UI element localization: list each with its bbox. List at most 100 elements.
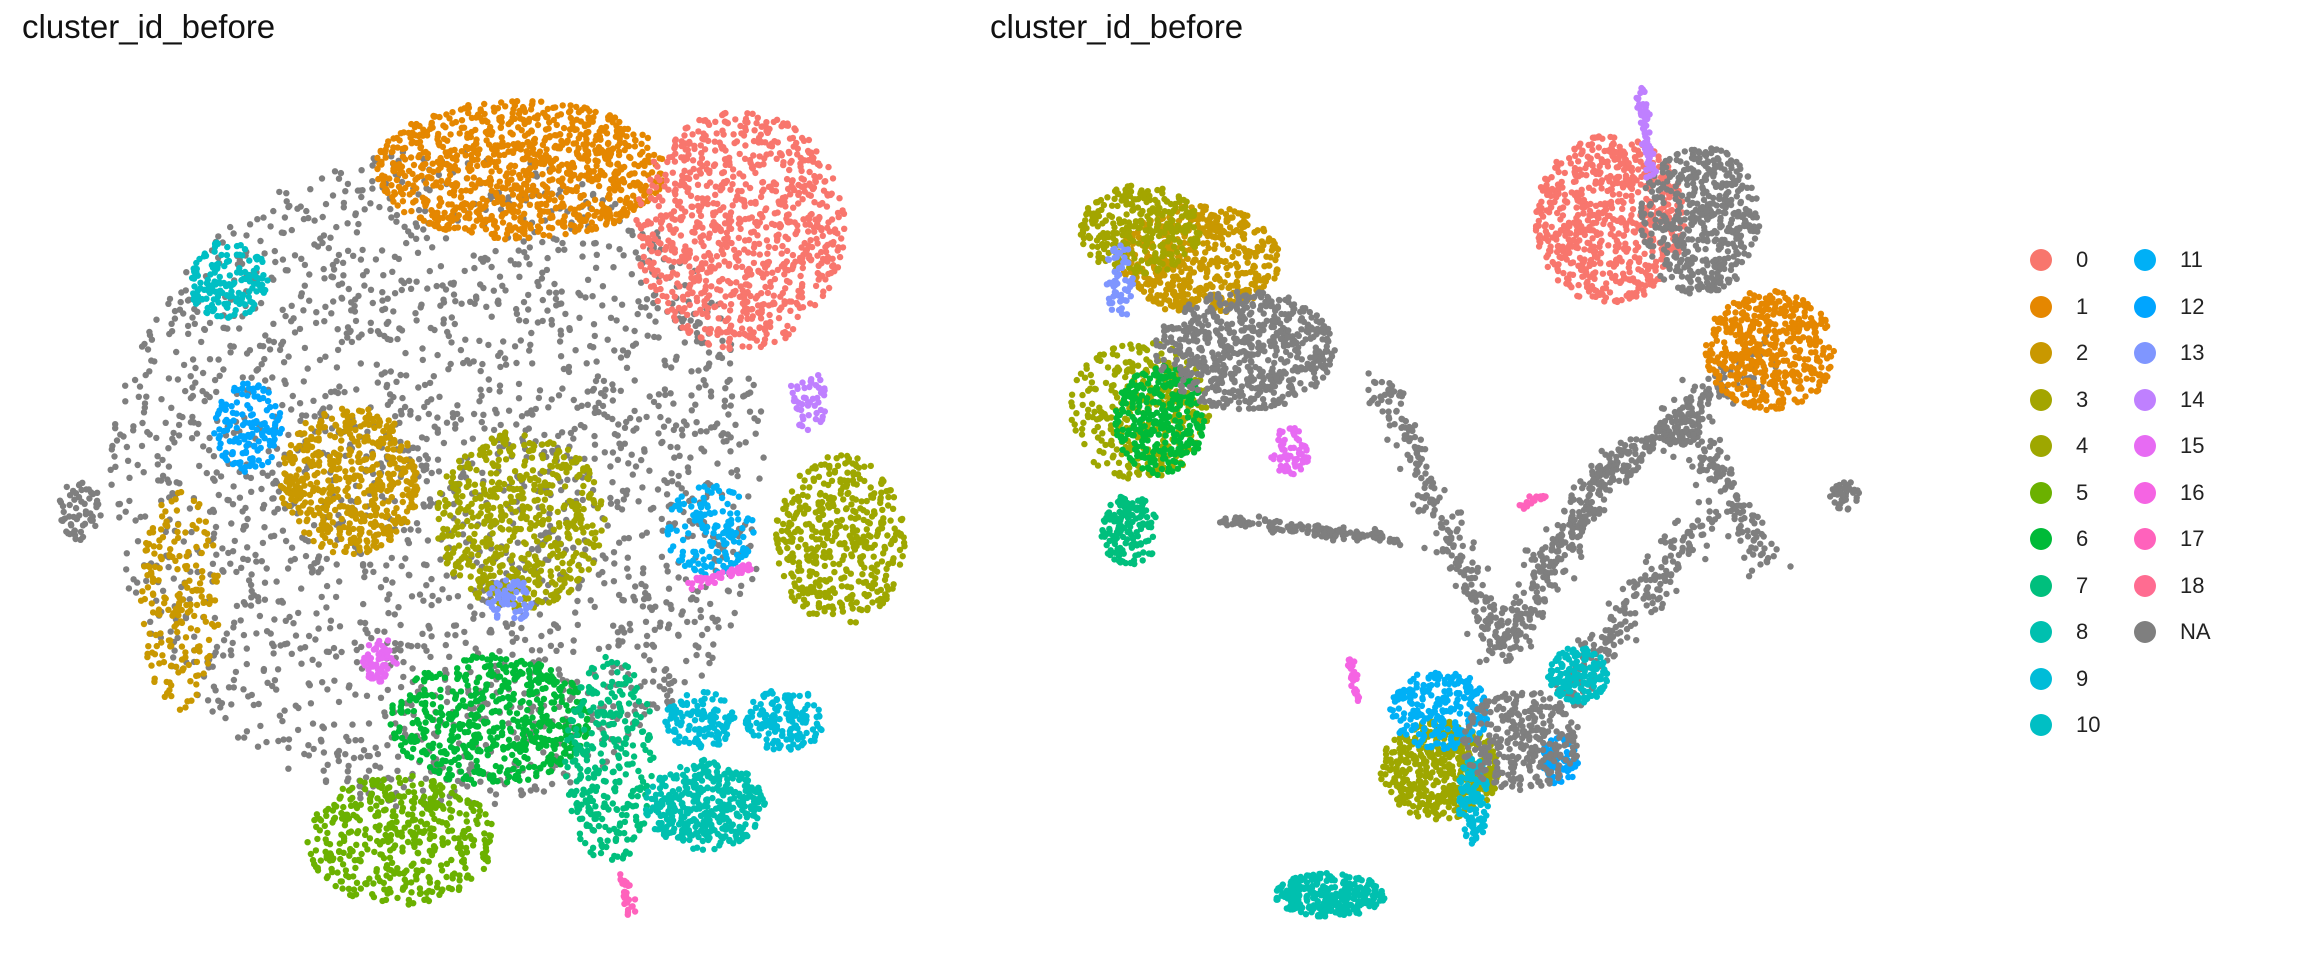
point-cluster-1: [569, 159, 576, 167]
point-cluster-na: [188, 528, 195, 536]
point-cluster-12: [247, 433, 254, 440]
point-cluster-10: [240, 291, 247, 299]
point-cluster-2: [297, 509, 304, 516]
point-cluster-12: [218, 402, 225, 410]
point-cluster-na: [486, 386, 493, 394]
point-cluster-0: [791, 186, 798, 194]
point-cluster-0: [774, 266, 781, 274]
point-cluster-1: [481, 161, 488, 169]
point-cluster-na: [548, 321, 556, 328]
point-cluster-na: [225, 549, 232, 557]
point-cluster-0: [713, 130, 720, 137]
point-cluster-na: [144, 346, 152, 353]
point-cluster-0: [782, 194, 789, 201]
point-cluster-na: [642, 304, 649, 311]
point-cluster-na: [377, 694, 385, 701]
point-cluster-na: [309, 656, 316, 663]
point-cluster-0: [779, 242, 786, 250]
point-cluster-na: [324, 686, 331, 693]
point-cluster-na: [424, 285, 431, 292]
point-cluster-0: [758, 309, 765, 316]
point-cluster-na: [413, 520, 421, 527]
point-cluster-na: [695, 644, 702, 651]
point-cluster-na: [609, 397, 616, 404]
point-cluster-0: [699, 224, 706, 231]
point-cluster-1: [396, 137, 403, 144]
point-cluster-1: [592, 136, 599, 144]
point-cluster-1: [581, 104, 588, 111]
point-cluster-na: [219, 567, 226, 574]
point-cluster-na: [496, 273, 504, 280]
point-cluster-12: [233, 410, 240, 417]
point-cluster-na: [230, 230, 237, 237]
point-cluster-0: [746, 326, 754, 333]
point-cluster-0: [757, 193, 765, 201]
point-cluster-na: [620, 496, 627, 503]
point-cluster-na: [442, 641, 449, 649]
point-cluster-na: [505, 720, 512, 727]
point-cluster-2: [329, 548, 337, 556]
point-cluster-na: [326, 404, 333, 411]
point-cluster-na: [278, 229, 285, 236]
point-cluster-na: [443, 572, 450, 579]
point-cluster-14: [812, 382, 820, 389]
point-cluster-0: [672, 142, 679, 149]
point-cluster-na: [270, 650, 277, 657]
point-cluster-1: [410, 161, 418, 169]
point-cluster-na: [437, 263, 445, 270]
point-cluster-0: [681, 305, 688, 312]
point-cluster-na: [535, 394, 543, 402]
point-cluster-na: [292, 702, 299, 709]
point-cluster-na: [610, 264, 617, 271]
point-cluster-2: [337, 445, 344, 452]
point-cluster-1: [494, 105, 502, 112]
point-cluster-1: [616, 135, 623, 143]
point-cluster-1: [432, 211, 439, 219]
point-cluster-0: [786, 279, 793, 286]
point-cluster-na: [688, 407, 695, 414]
point-cluster-na: [655, 430, 662, 437]
point-cluster-0: [753, 337, 760, 344]
point-cluster-na: [357, 360, 364, 367]
point-cluster-na: [383, 320, 390, 327]
point-cluster-na: [111, 453, 118, 460]
point-cluster-na: [281, 214, 289, 221]
point-cluster-na: [496, 648, 503, 655]
point-cluster-1: [583, 129, 590, 136]
point-cluster-na: [261, 579, 269, 586]
point-cluster-0: [654, 249, 661, 256]
point-cluster-na: [642, 618, 650, 625]
point-cluster-na: [594, 373, 602, 380]
point-cluster-2: [361, 513, 368, 521]
point-cluster-na: [448, 314, 455, 321]
point-cluster-2: [385, 498, 392, 505]
point-cluster-2: [384, 487, 391, 495]
point-cluster-na: [541, 431, 548, 439]
point-cluster-na: [388, 214, 395, 221]
point-cluster-0: [798, 134, 806, 142]
point-cluster-na: [301, 261, 309, 269]
point-cluster-na: [302, 536, 309, 543]
point-cluster-0: [686, 263, 693, 270]
point-cluster-1: [598, 201, 606, 208]
point-cluster-na: [233, 602, 241, 610]
point-cluster-na: [587, 597, 594, 604]
point-cluster-na: [659, 527, 666, 534]
point-cluster-na: [669, 478, 676, 485]
point-cluster-na: [637, 303, 645, 311]
point-cluster-0: [725, 328, 732, 335]
point-cluster-0: [792, 230, 799, 238]
point-cluster-na: [662, 391, 669, 399]
point-cluster-na: [305, 752, 313, 759]
point-cluster-12: [258, 430, 266, 437]
point-cluster-1: [558, 161, 566, 168]
point-cluster-na: [397, 621, 404, 629]
point-cluster-na: [323, 555, 330, 563]
point-cluster-0: [759, 179, 766, 186]
point-cluster-na: [396, 325, 404, 333]
point-cluster-0: [684, 311, 691, 318]
point-cluster-na: [513, 310, 521, 317]
point-cluster-na: [252, 551, 259, 559]
point-cluster-0: [720, 204, 727, 211]
point-cluster-na: [144, 428, 151, 436]
